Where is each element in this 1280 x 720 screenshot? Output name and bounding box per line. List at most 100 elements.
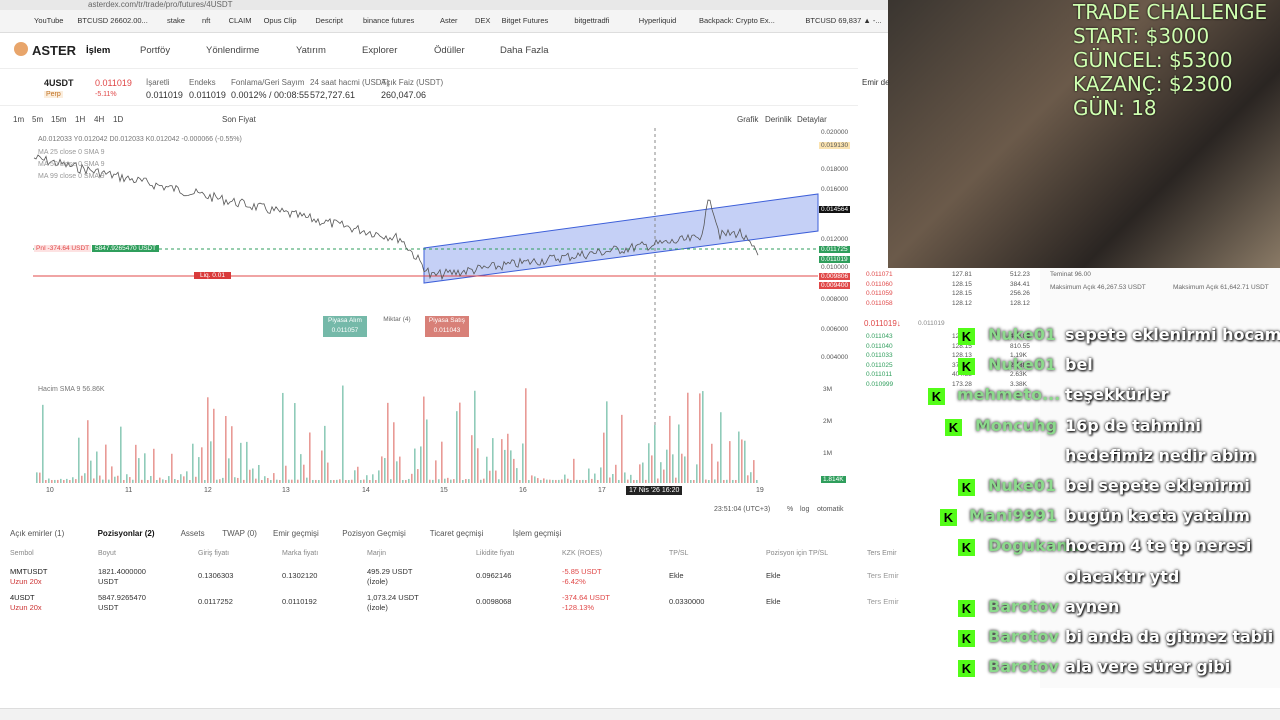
volume-bar: [756, 479, 758, 483]
cell: 0.1302120: [282, 571, 318, 580]
symbol[interactable]: 4USDT: [44, 78, 74, 88]
tab[interactable]: Emir geçmişi: [273, 529, 319, 538]
nav-item[interactable]: Ödüller: [434, 45, 465, 56]
bookmark[interactable]: Bitget Futures: [501, 16, 549, 25]
chart-view[interactable]: Grafik: [737, 115, 759, 124]
nav-item[interactable]: Daha Fazla: [500, 45, 549, 56]
cell[interactable]: Ekle: [766, 571, 781, 580]
timeframe[interactable]: 15m: [51, 115, 67, 124]
chat-message: bugün kacta yatalım: [1065, 506, 1250, 526]
nav-item[interactable]: Yatırım: [296, 45, 326, 56]
nav-item[interactable]: Portföy: [140, 45, 171, 56]
chart-footer[interactable]: log: [800, 506, 810, 513]
bookmark[interactable]: stake: [167, 16, 185, 25]
qty-field[interactable]: Miktar (4): [383, 316, 411, 323]
bookmark[interactable]: CLAIM: [228, 16, 252, 25]
volume-bar: [510, 450, 512, 483]
buy-button[interactable]: Piyasa Alım: [323, 316, 367, 327]
ohlc: A0.012033 Y0.012042 D0.012033 K0.012042 …: [38, 136, 242, 143]
volume-bar: [273, 473, 275, 483]
bookmark[interactable]: Aster: [440, 16, 458, 25]
tab[interactable]: Ticaret geçmişi: [429, 529, 484, 538]
volume-bar: [111, 466, 113, 483]
chat-message: teşekkürler: [1065, 385, 1169, 405]
volume-bar: [597, 479, 599, 483]
tab[interactable]: Açık emirler (1): [10, 529, 65, 538]
bookmark[interactable]: bitgettradfi: [574, 16, 610, 25]
volume-bar: [216, 479, 218, 483]
date-label: 16: [519, 487, 527, 494]
orderbook-cell: 0.011011: [866, 371, 893, 378]
tab[interactable]: İşlem geçmişi: [512, 529, 562, 538]
timeframe[interactable]: 1D: [113, 115, 124, 124]
timeframe[interactable]: 5m: [32, 115, 44, 124]
indicator: MA 99 close 0 SMA 9: [38, 173, 105, 180]
bookmark[interactable]: Descript: [315, 16, 343, 25]
volume-bar: [576, 479, 578, 483]
chat-message: hocam 4 te tp neresi: [1065, 536, 1252, 556]
url[interactable]: asterdex.com/tr/trade/pro/futures/4USDT: [88, 0, 233, 9]
cell[interactable]: Ters Emir: [867, 571, 899, 580]
tab[interactable]: TWAP (0): [222, 529, 257, 538]
chart-footer[interactable]: otomatik: [817, 506, 844, 513]
timeframe[interactable]: 1H: [75, 115, 86, 124]
nav-item[interactable]: Explorer: [362, 45, 398, 56]
volume-bar: [288, 479, 290, 483]
volume-bar: [639, 464, 641, 483]
bookmark[interactable]: DEX: [475, 16, 491, 25]
bookmark[interactable]: Opus Clip: [263, 16, 297, 25]
volume-bar: [219, 479, 221, 483]
bookmark[interactable]: binance futures: [363, 16, 415, 25]
timeframe[interactable]: 4H: [94, 115, 105, 124]
nav-item[interactable]: İşlem: [86, 45, 111, 56]
volume-bar: [732, 479, 734, 483]
cell[interactable]: 0.0330000: [669, 597, 705, 606]
volume-bar: [267, 478, 269, 483]
price-type[interactable]: Son Fiyat: [222, 115, 256, 124]
timeframe[interactable]: 1m: [13, 115, 25, 124]
price-axis-label: 0.019130: [819, 142, 851, 149]
volume-bar: [696, 464, 698, 483]
date-label: 14: [362, 487, 370, 494]
overlay-text: START: $3000: [1073, 24, 1210, 48]
bookmark[interactable]: Hyperliquid: [638, 16, 677, 25]
tab[interactable]: Assets: [180, 529, 205, 538]
volume-bar: [693, 479, 695, 483]
volume-bar: [501, 439, 503, 483]
nav-item[interactable]: Yönlendirme: [206, 45, 260, 56]
tab[interactable]: Pozisyon Geçmişi: [342, 529, 406, 538]
volume-bar: [570, 479, 572, 483]
tag: Perp: [44, 91, 63, 98]
volume-bar: [159, 477, 161, 483]
logo[interactable]: ASTER: [32, 43, 77, 58]
volume-bar: [720, 412, 722, 483]
price-axis-label: 0.011725: [819, 246, 850, 253]
orderbook-cell: 128.12: [1010, 299, 1030, 307]
bookmark[interactable]: nft: [202, 16, 211, 25]
bookmark[interactable]: BTCUSD 69,837 ▲ -...: [805, 16, 882, 25]
cell[interactable]: Ekle: [669, 571, 684, 580]
bookmark[interactable]: Backpack: Crypto Ex...: [699, 16, 775, 25]
chart-footer[interactable]: %: [787, 506, 794, 513]
volume-bar: [672, 454, 674, 483]
chat-message: ala vere sürer gibi: [1065, 657, 1231, 677]
price-axis-label: 0.012000: [821, 236, 849, 243]
stat-label: Endeks: [189, 78, 216, 87]
chart-view[interactable]: Derinlik: [765, 115, 792, 124]
volume-bar: [534, 476, 536, 483]
sell-button[interactable]: Piyasa Satış: [425, 316, 469, 327]
cell[interactable]: Ters Emir: [867, 597, 899, 606]
chart-view[interactable]: Detaylar: [797, 115, 827, 124]
column-header: Marka fiyatı: [282, 550, 319, 557]
volume-bar: [618, 479, 620, 483]
bookmark[interactable]: YouTube: [34, 16, 64, 25]
cell[interactable]: Ekle: [766, 597, 781, 606]
bookmark[interactable]: BTCUSD 26602.00...: [77, 16, 148, 25]
volume-bar: [405, 479, 407, 483]
volume-bar: [684, 456, 686, 483]
volume-bar: [360, 479, 362, 483]
chat-user: mehmeto...: [957, 385, 1061, 405]
tab[interactable]: Pozisyonlar (2): [97, 529, 155, 538]
volume-bar: [441, 441, 443, 483]
cell: 0.0962146: [476, 571, 512, 580]
